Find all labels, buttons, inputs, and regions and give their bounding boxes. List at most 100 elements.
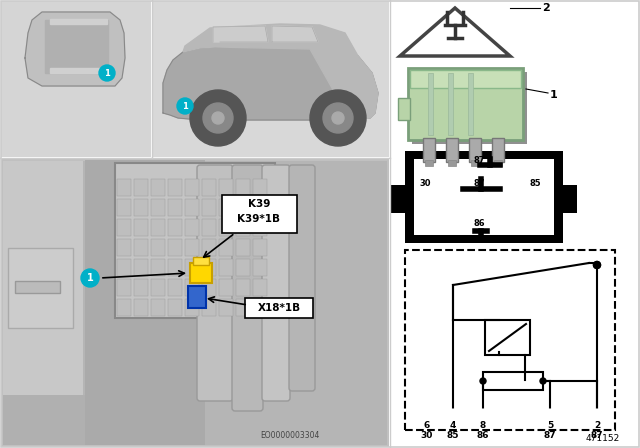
Bar [185, 299, 199, 316]
Bar [168, 199, 182, 216]
Text: 2: 2 [594, 421, 600, 430]
Bar [117, 199, 131, 216]
Text: 4: 4 [450, 421, 456, 430]
Bar [494, 160, 502, 166]
Bar [151, 259, 165, 276]
Polygon shape [45, 20, 108, 73]
Bar [236, 199, 250, 216]
Bar [188, 286, 206, 308]
Bar [151, 299, 165, 316]
Polygon shape [272, 26, 318, 42]
Text: 87: 87 [473, 178, 484, 188]
Bar [236, 259, 250, 276]
Bar [202, 259, 216, 276]
Text: X18*1B: X18*1B [257, 303, 301, 313]
Bar [202, 239, 216, 256]
Bar [168, 299, 182, 316]
Circle shape [332, 112, 344, 124]
FancyBboxPatch shape [262, 165, 290, 401]
Bar [134, 259, 148, 276]
Text: 2: 2 [542, 3, 550, 13]
Bar [222, 195, 297, 233]
Text: 87: 87 [591, 431, 604, 439]
Circle shape [447, 409, 458, 421]
Bar [85, 160, 205, 445]
Bar [151, 239, 165, 256]
Polygon shape [400, 8, 510, 56]
Bar [446, 138, 458, 162]
Circle shape [480, 378, 486, 384]
Circle shape [99, 65, 115, 81]
Bar [134, 179, 148, 196]
Bar [219, 259, 233, 276]
Bar [15, 281, 60, 293]
Bar [236, 239, 250, 256]
Bar [414, 159, 554, 235]
Polygon shape [213, 26, 268, 42]
Bar [168, 179, 182, 196]
Bar [471, 160, 479, 166]
Bar [134, 239, 148, 256]
Bar [202, 199, 216, 216]
Bar [253, 259, 267, 276]
Bar [134, 299, 148, 316]
Bar [117, 259, 131, 276]
Text: 30: 30 [419, 178, 431, 188]
Text: 85: 85 [529, 178, 541, 188]
Bar [469, 138, 481, 162]
Bar [151, 279, 165, 296]
Circle shape [422, 409, 433, 421]
Text: 5: 5 [547, 421, 553, 430]
Bar [219, 219, 233, 236]
Polygon shape [25, 12, 125, 86]
Circle shape [212, 112, 224, 124]
Bar [151, 219, 165, 236]
FancyBboxPatch shape [232, 165, 263, 411]
Text: 471152: 471152 [586, 434, 620, 443]
Bar [448, 73, 453, 135]
Text: 1: 1 [104, 69, 110, 78]
Bar [117, 299, 131, 316]
Bar [412, 72, 527, 144]
Bar [410, 70, 521, 88]
Circle shape [190, 90, 246, 146]
Bar [3, 161, 387, 445]
Bar [134, 279, 148, 296]
Bar [168, 219, 182, 236]
Bar [185, 279, 199, 296]
Bar [405, 151, 563, 243]
Bar [168, 239, 182, 256]
Bar [398, 98, 410, 120]
Circle shape [310, 90, 366, 146]
Bar [151, 179, 165, 196]
Bar [219, 199, 233, 216]
Bar [193, 257, 209, 265]
Bar [253, 299, 267, 316]
Bar [202, 219, 216, 236]
Bar [253, 239, 267, 256]
Bar [202, 179, 216, 196]
Text: K39: K39 [248, 199, 270, 209]
Circle shape [323, 103, 353, 133]
Bar [153, 1, 389, 157]
Bar [448, 160, 456, 166]
Bar [151, 199, 165, 216]
Text: 30: 30 [421, 431, 433, 439]
Bar [485, 320, 530, 355]
Text: 8: 8 [480, 421, 486, 430]
Circle shape [477, 409, 488, 421]
Circle shape [593, 262, 600, 268]
Circle shape [591, 409, 602, 421]
Bar [423, 138, 435, 162]
Bar [1, 1, 151, 157]
Bar [115, 163, 275, 318]
Bar [236, 219, 250, 236]
Text: 86: 86 [477, 431, 489, 439]
Bar [185, 199, 199, 216]
Text: K39*1B: K39*1B [237, 214, 280, 224]
Bar [391, 185, 407, 213]
Bar [253, 279, 267, 296]
Polygon shape [163, 47, 378, 120]
Bar [185, 259, 199, 276]
Bar [202, 279, 216, 296]
